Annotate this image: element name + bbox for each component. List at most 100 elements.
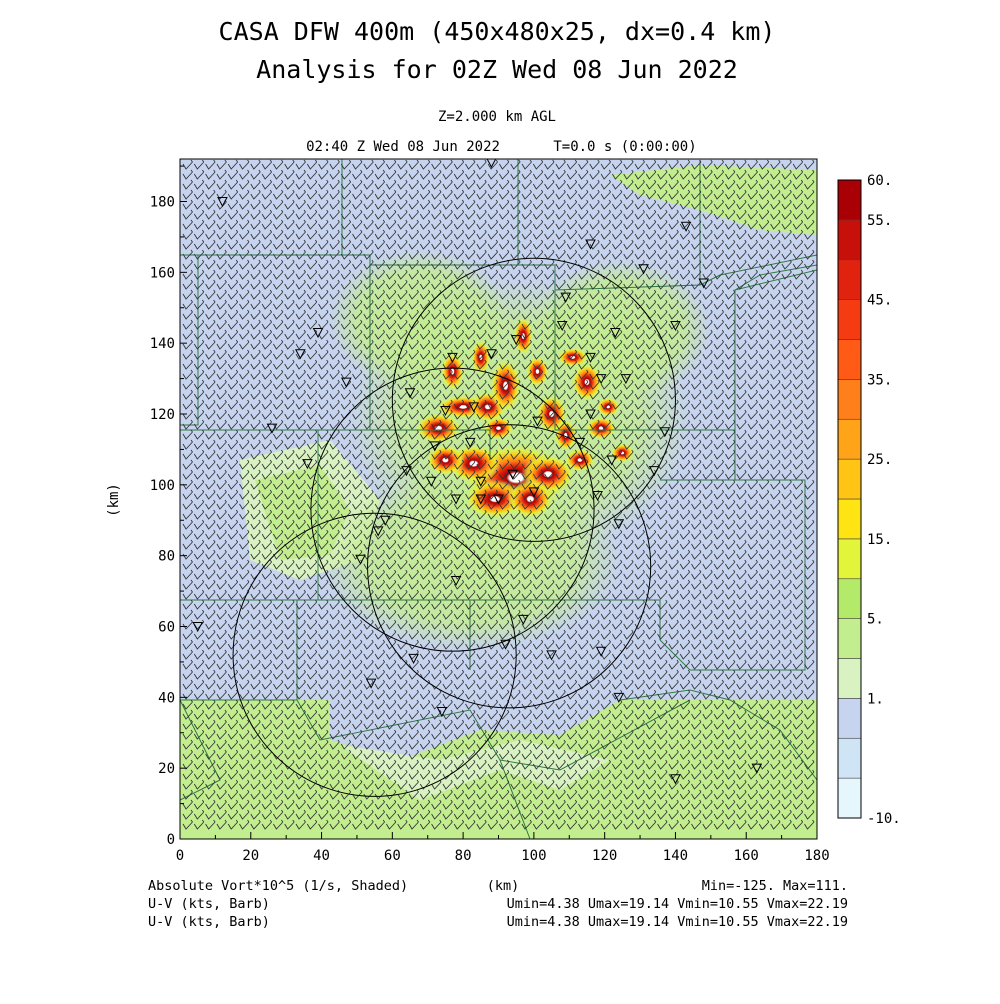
wind-barb bbox=[668, 649, 679, 660]
wind-barb bbox=[555, 639, 566, 650]
wind-barb bbox=[487, 459, 498, 470]
wind-barb bbox=[216, 269, 227, 280]
wind-barb bbox=[713, 269, 724, 280]
y-tick-label: 180 bbox=[150, 195, 175, 211]
wind-barb bbox=[510, 359, 521, 370]
wind-barb bbox=[442, 489, 453, 500]
wind-barb bbox=[465, 299, 476, 310]
wind-barb bbox=[453, 449, 465, 460]
wind-barb bbox=[713, 389, 724, 400]
wind-barb bbox=[363, 489, 374, 500]
wind-barb bbox=[363, 649, 374, 660]
wind-barb bbox=[431, 459, 442, 470]
wind-barb bbox=[645, 379, 657, 390]
wind-barb bbox=[273, 249, 284, 260]
wind-barb bbox=[713, 439, 724, 450]
wind-barb bbox=[623, 349, 634, 360]
wind-barb bbox=[182, 409, 193, 420]
wind-barb bbox=[510, 199, 521, 210]
wind-barb bbox=[397, 379, 408, 390]
wind-barb bbox=[691, 529, 702, 540]
wind-barb bbox=[510, 389, 521, 400]
wind-barb bbox=[521, 619, 532, 630]
wind-barb bbox=[657, 159, 668, 170]
wind-barb bbox=[261, 169, 272, 180]
wind-barb bbox=[329, 269, 340, 280]
wind-barb bbox=[182, 379, 193, 390]
wind-barb bbox=[521, 639, 532, 650]
wind-barb bbox=[239, 209, 250, 220]
wind-barb bbox=[487, 539, 498, 550]
wind-barb bbox=[521, 219, 532, 230]
wind-barb bbox=[363, 169, 374, 180]
wind-barb bbox=[465, 559, 476, 570]
wind-barb bbox=[216, 499, 227, 510]
wind-barb bbox=[374, 479, 385, 490]
wind-barb bbox=[408, 489, 419, 500]
wind-barb bbox=[442, 539, 453, 550]
wind-barb bbox=[747, 619, 758, 630]
wind-barb bbox=[499, 439, 510, 450]
wind-barb bbox=[352, 329, 363, 340]
wind-barb bbox=[363, 499, 374, 510]
wind-barb bbox=[284, 199, 295, 210]
wind-barb bbox=[386, 179, 397, 190]
wind-barb bbox=[589, 179, 600, 190]
wind-barb bbox=[239, 219, 250, 230]
wind-barb bbox=[193, 329, 205, 340]
wind-barb bbox=[273, 189, 284, 200]
wind-barb bbox=[634, 529, 645, 540]
wind-barb bbox=[476, 509, 487, 520]
wind-barb bbox=[555, 169, 566, 180]
wind-barb bbox=[691, 629, 702, 640]
wind-barb bbox=[792, 279, 804, 290]
wind-barb bbox=[725, 379, 736, 390]
wind-barb bbox=[397, 669, 408, 680]
wind-barb bbox=[645, 159, 657, 170]
wind-barb bbox=[419, 339, 431, 350]
wind-barb bbox=[205, 439, 216, 450]
wind-barb bbox=[239, 599, 250, 610]
wind-barb bbox=[453, 459, 465, 470]
wind-barb bbox=[419, 429, 431, 440]
wind-barb bbox=[329, 529, 340, 540]
wind-barb bbox=[781, 569, 792, 580]
wind-barb bbox=[634, 249, 645, 260]
wind-barb bbox=[532, 399, 544, 410]
wind-barb bbox=[736, 579, 747, 590]
wind-barb bbox=[340, 389, 352, 400]
wind-barb bbox=[544, 399, 555, 410]
wind-barb bbox=[374, 399, 385, 410]
x-tick-label: 100 bbox=[521, 848, 546, 864]
wind-barb bbox=[419, 619, 431, 630]
wind-barb bbox=[657, 609, 668, 620]
wind-barb bbox=[182, 389, 193, 400]
wind-barb bbox=[431, 629, 442, 640]
wind-barb bbox=[487, 669, 498, 680]
wind-barb bbox=[623, 549, 634, 560]
wind-barb bbox=[419, 419, 431, 430]
wind-barb bbox=[363, 439, 374, 450]
wind-barb bbox=[465, 639, 476, 650]
wind-barb bbox=[792, 599, 804, 610]
wind-barb bbox=[758, 619, 770, 630]
wind-barb bbox=[352, 619, 363, 630]
wind-barb bbox=[758, 569, 770, 580]
wind-barb bbox=[374, 209, 385, 220]
wind-barb bbox=[713, 209, 724, 220]
wind-barb bbox=[476, 319, 487, 330]
wind-barb bbox=[284, 279, 295, 290]
wind-barb bbox=[566, 489, 578, 500]
wind-barb bbox=[431, 239, 442, 250]
wind-barb bbox=[532, 309, 544, 320]
wind-barb bbox=[465, 519, 476, 530]
wind-barb bbox=[397, 499, 408, 510]
wind-barb bbox=[657, 459, 668, 470]
wind-barb bbox=[205, 649, 216, 660]
wind-barb bbox=[284, 389, 295, 400]
field-region-northeast bbox=[610, 165, 817, 235]
wind-barb bbox=[691, 289, 702, 300]
wind-barb bbox=[702, 419, 713, 430]
wind-barb bbox=[679, 489, 691, 500]
wind-barb bbox=[725, 609, 736, 620]
